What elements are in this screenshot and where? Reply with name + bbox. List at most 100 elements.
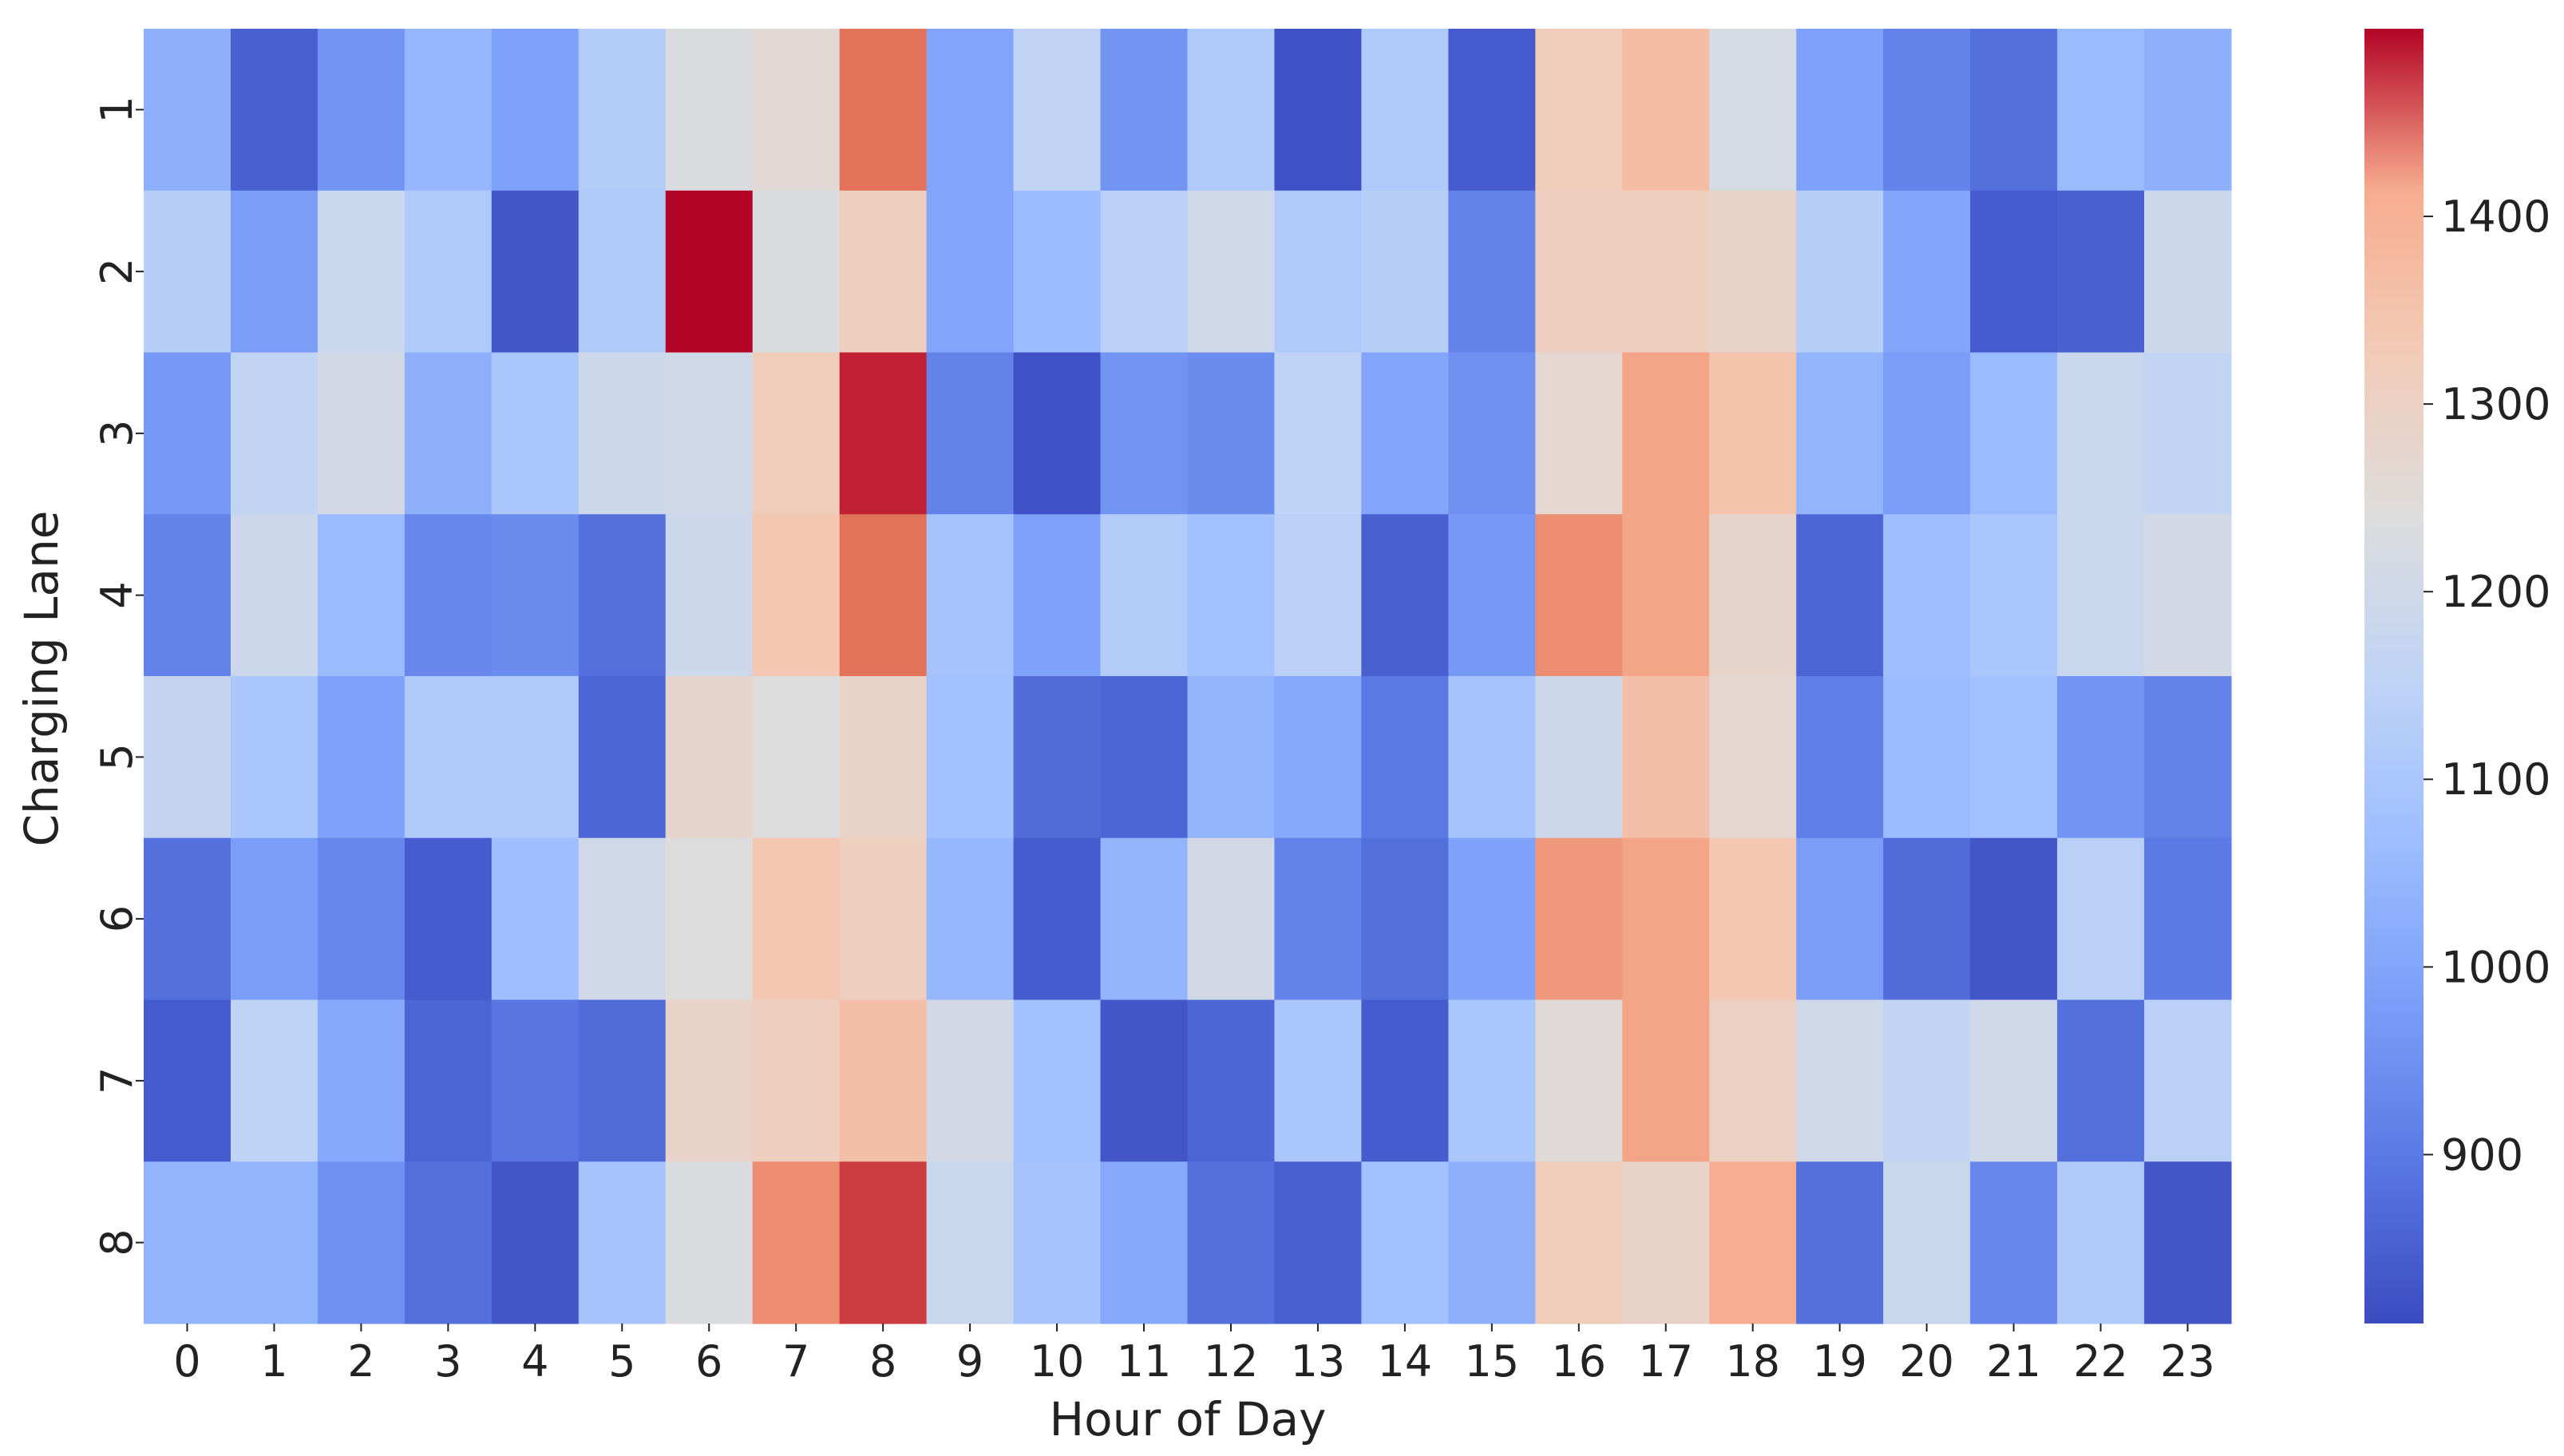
heatmap-cell (1796, 29, 1884, 192)
heatmap-cell (752, 29, 841, 192)
heatmap-cell (317, 514, 406, 677)
heatmap-cell (2057, 352, 2145, 515)
x-tick-label: 10 (1030, 1336, 1085, 1387)
heatmap-cell (2144, 29, 2232, 192)
heatmap-cell (1970, 676, 2058, 839)
heatmap-cell (2057, 1161, 2145, 1324)
heatmap-cell (839, 837, 928, 1001)
colorbar-tick-label: 1200 (2441, 567, 2550, 617)
heatmap-cell (317, 190, 406, 354)
x-tick-label: 5 (608, 1336, 635, 1387)
heatmap-cell (1622, 190, 1710, 354)
heatmap-cell (2057, 676, 2145, 839)
heatmap-cell (2144, 190, 2232, 354)
x-tick-label: 23 (2160, 1336, 2215, 1387)
heatmap-cell (752, 1161, 841, 1324)
heatmap-cell (144, 837, 231, 1001)
heatmap-cell (2144, 514, 2232, 677)
heatmap-cell (1013, 514, 1102, 677)
heatmap-cell (1448, 676, 1536, 839)
y-tick-label: 8 (92, 1228, 142, 1256)
x-axis-label: Hour of Day (1049, 1392, 1326, 1446)
heatmap-cell (578, 514, 667, 677)
heatmap-cell (1187, 514, 1276, 677)
x-tick-label: 2 (347, 1336, 374, 1387)
heatmap-cell (144, 352, 231, 515)
heatmap-cell (578, 837, 667, 1001)
heatmap-cell (230, 1161, 319, 1324)
heatmap-cell (1448, 999, 1536, 1162)
heatmap-cell (1622, 29, 1710, 192)
y-tick-label: 7 (92, 1067, 142, 1094)
heatmap-cell (839, 999, 928, 1162)
heatmap-cell (1535, 1161, 1623, 1324)
heatmap-cell (491, 29, 580, 192)
heatmap-cell (1796, 190, 1884, 354)
heatmap-cell (1448, 1161, 1536, 1324)
heatmap-cell (1883, 190, 1971, 354)
heatmap-cell (1970, 190, 2058, 354)
colorbar (2364, 29, 2424, 1323)
heatmap-cell (1187, 29, 1276, 192)
heatmap-cell (1274, 837, 1363, 1001)
heatmap-cell (404, 1161, 493, 1324)
heatmap-cell (665, 352, 754, 515)
heatmap-cell (1448, 352, 1536, 515)
heatmap-cell (926, 190, 1015, 354)
heatmap-cell (578, 1161, 667, 1324)
heatmap-cell (230, 514, 319, 677)
heatmap-cell (1448, 514, 1536, 677)
x-tick-label: 11 (1117, 1336, 1172, 1387)
y-axis-label: Charging Lane (14, 511, 69, 847)
x-tick-label: 0 (173, 1336, 200, 1387)
heatmap-cell (404, 352, 493, 515)
heatmap-cell (1013, 352, 1102, 515)
heatmap-cell (1622, 352, 1710, 515)
heatmap-cell (1100, 676, 1189, 839)
heatmap-cell (926, 1161, 1015, 1324)
heatmap-cell (752, 999, 841, 1162)
heatmap-cell (1883, 837, 1971, 1001)
heatmap-cell (1187, 352, 1276, 515)
heatmap-cell (752, 352, 841, 515)
heatmap-cell (1622, 837, 1710, 1001)
heatmap-cell (926, 676, 1015, 839)
heatmap-cell (578, 29, 667, 192)
heatmap-cell (404, 29, 493, 192)
heatmap-cell (1274, 352, 1363, 515)
colorbar-tick-label: 1000 (2441, 942, 2550, 992)
heatmap-cell (230, 352, 319, 515)
heatmap-cell (1970, 1161, 2058, 1324)
heatmap-cell (491, 1161, 580, 1324)
heatmap-cell (926, 837, 1015, 1001)
heatmap-cell (1274, 1161, 1363, 1324)
heatmap-cell (1013, 676, 1102, 839)
heatmap-cell (1709, 837, 1797, 1001)
x-tick-label: 1 (260, 1336, 287, 1387)
heatmap-cell (1535, 999, 1623, 1162)
heatmap-cell (2057, 29, 2145, 192)
heatmap-cell (1100, 352, 1189, 515)
heatmap-cell (230, 29, 319, 192)
heatmap-cell (1709, 514, 1797, 677)
heatmap-cell (1622, 1161, 1710, 1324)
x-axis-ticks: 0 1 2 3 4 5 6 7 8 9 10 11 12 13 14 15 16 17 18 19 20 21 22 23 (173, 1323, 2215, 1387)
heatmap-cell (2057, 837, 2145, 1001)
heatmap-cell (1274, 190, 1363, 354)
heatmap-cell (665, 190, 754, 354)
x-tick-label: 13 (1291, 1336, 1346, 1387)
heatmap-cell (1361, 29, 1449, 192)
heatmap-cell (839, 676, 928, 839)
heatmap-cell (1100, 190, 1189, 354)
heatmap-cell (1709, 676, 1797, 839)
heatmap-cell (230, 999, 319, 1162)
heatmap-cell (144, 514, 231, 677)
colorbar-tick-label: 1300 (2441, 379, 2550, 429)
heatmap-cell (404, 514, 493, 677)
heatmap-cell (404, 999, 493, 1162)
heatmap-cell (1796, 999, 1884, 1162)
heatmap-cell (665, 676, 754, 839)
colorbar-tick-label: 1100 (2441, 754, 2550, 805)
heatmap-cell (665, 29, 754, 192)
heatmap-cell (665, 837, 754, 1001)
